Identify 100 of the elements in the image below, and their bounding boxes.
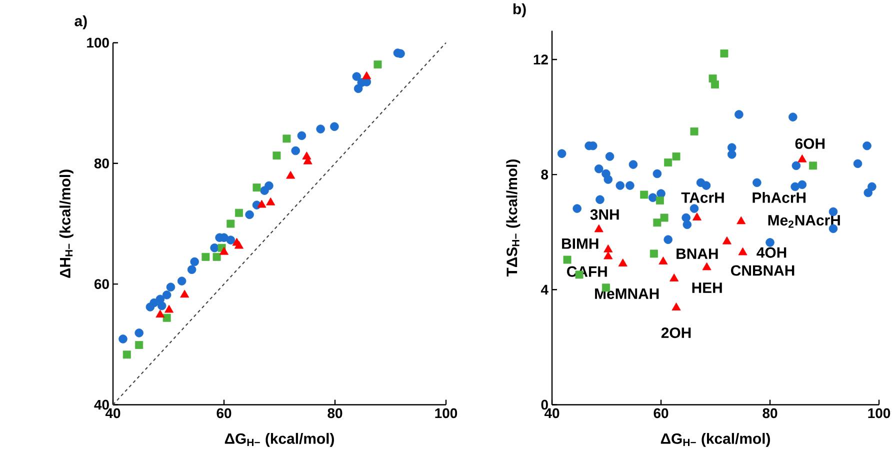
point bbox=[656, 196, 664, 205]
annotation: TAcrH bbox=[681, 192, 724, 204]
point bbox=[374, 60, 382, 69]
point bbox=[156, 310, 165, 318]
y-tick-label: 12 bbox=[534, 54, 548, 64]
point bbox=[226, 220, 235, 228]
annotation: HEH bbox=[692, 282, 722, 293]
point bbox=[226, 236, 236, 245]
y-tick-label: 60 bbox=[94, 279, 109, 290]
annotation: PhAcrH bbox=[752, 192, 806, 204]
point bbox=[297, 131, 306, 140]
point bbox=[164, 304, 174, 313]
point bbox=[722, 236, 732, 244]
y-tick-label: 4 bbox=[540, 284, 548, 295]
point bbox=[219, 247, 229, 255]
point bbox=[790, 182, 800, 192]
point bbox=[618, 258, 628, 267]
point bbox=[664, 235, 672, 244]
annotation: 3NH bbox=[590, 209, 619, 220]
y-tick-label: 80 bbox=[94, 158, 109, 168]
point bbox=[594, 224, 604, 232]
point bbox=[162, 290, 172, 300]
point bbox=[563, 256, 572, 264]
point bbox=[690, 128, 698, 136]
point bbox=[792, 161, 801, 170]
x-tick-label: 40 bbox=[105, 408, 120, 418]
x-tick-label: 80 bbox=[762, 408, 778, 418]
point bbox=[282, 134, 291, 143]
y-axis-title: TΔS$_{H−}$ (kcal/mol) bbox=[506, 160, 520, 277]
point bbox=[692, 212, 702, 221]
annotation: 6OH bbox=[795, 138, 825, 150]
point bbox=[702, 181, 711, 190]
point bbox=[316, 124, 325, 134]
point bbox=[604, 244, 613, 252]
point bbox=[162, 314, 171, 322]
point bbox=[660, 214, 668, 222]
point bbox=[868, 182, 876, 192]
y-tick-label: 40 bbox=[94, 400, 109, 410]
point bbox=[286, 171, 296, 179]
point bbox=[640, 190, 648, 199]
annotation: CNBNAH bbox=[731, 265, 794, 276]
y-tick-label: 8 bbox=[541, 170, 548, 180]
point bbox=[672, 152, 680, 161]
point bbox=[187, 265, 196, 274]
x-tick-label: 100 bbox=[435, 408, 458, 418]
point bbox=[118, 334, 128, 344]
x-axis-title: ΔG$_{H−}$ (kcal/mol) bbox=[224, 433, 334, 447]
y-tick-label: 100 bbox=[87, 38, 109, 48]
point bbox=[626, 181, 634, 190]
point bbox=[180, 290, 190, 298]
point bbox=[596, 195, 604, 204]
point bbox=[798, 180, 807, 190]
point bbox=[362, 71, 372, 80]
point bbox=[135, 341, 144, 350]
point bbox=[157, 302, 166, 310]
point bbox=[788, 112, 798, 122]
x-tick-label: 60 bbox=[216, 408, 232, 418]
point bbox=[664, 158, 672, 167]
x-axis-title: ΔG$_{H−}$ (kcal/mol) bbox=[660, 433, 770, 447]
point bbox=[628, 160, 638, 170]
point bbox=[604, 175, 613, 184]
point bbox=[682, 220, 692, 230]
annotation: BIMH bbox=[562, 238, 598, 249]
point bbox=[648, 193, 658, 202]
x-tick-label: 80 bbox=[328, 408, 342, 418]
point bbox=[190, 257, 199, 266]
point bbox=[809, 162, 818, 170]
point bbox=[605, 152, 614, 161]
point bbox=[710, 80, 719, 89]
x-tick-label: 60 bbox=[654, 408, 668, 418]
point bbox=[672, 302, 681, 311]
point bbox=[616, 181, 625, 190]
annotation: BNAH bbox=[676, 248, 718, 260]
point bbox=[734, 110, 744, 119]
y-tick-label: 0 bbox=[541, 400, 548, 410]
point bbox=[330, 122, 339, 132]
point bbox=[736, 216, 746, 224]
point bbox=[122, 350, 131, 359]
point bbox=[658, 256, 668, 265]
point bbox=[177, 276, 186, 286]
annotation: MeMNAH bbox=[595, 288, 659, 300]
point bbox=[572, 204, 582, 214]
point bbox=[690, 204, 699, 214]
point bbox=[652, 169, 662, 178]
point bbox=[864, 188, 872, 198]
point bbox=[354, 84, 363, 94]
point bbox=[260, 186, 269, 196]
annotation: 2OH bbox=[661, 328, 691, 338]
point bbox=[272, 152, 281, 160]
point bbox=[291, 146, 300, 156]
point bbox=[245, 210, 254, 220]
point bbox=[766, 238, 774, 247]
point bbox=[727, 150, 736, 159]
chart-title: a) bbox=[74, 15, 87, 30]
point bbox=[798, 154, 807, 162]
point bbox=[166, 282, 176, 292]
point bbox=[738, 247, 748, 256]
point bbox=[670, 274, 679, 282]
point bbox=[702, 262, 712, 270]
annotation: 4OH bbox=[756, 247, 786, 258]
